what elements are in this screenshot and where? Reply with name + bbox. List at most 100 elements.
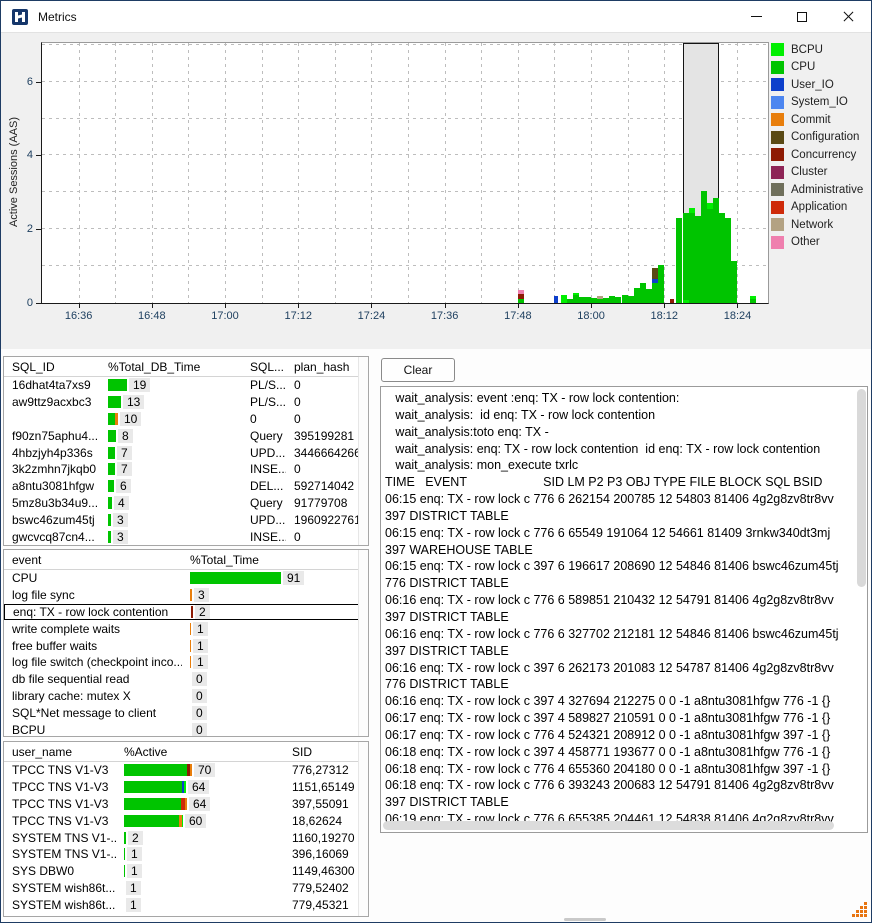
bar-segment	[658, 265, 665, 303]
table-row[interactable]: db file sequential read 0	[4, 671, 368, 688]
maximize-button[interactable]	[779, 1, 825, 32]
user-name-table: user_name %Active SID TPCC TNS V1-V3 70 776,…	[3, 741, 369, 917]
legend-swatch	[771, 113, 784, 126]
gridline-vertical	[78, 43, 80, 303]
column-header[interactable]: %Total_DB_Time	[108, 359, 201, 374]
pct-bar-cell: 2	[116, 830, 284, 845]
table-row[interactable]: SYSTEM TNS V1-... 2 1160,19270	[4, 829, 368, 846]
chart-bar	[682, 213, 689, 303]
table-row[interactable]: gwcvcq87cn4... 3 INSE... 0	[4, 528, 368, 545]
sql-table-header: SQL_ID %Total_DB_Time SQL... plan_hash	[4, 357, 368, 377]
plan-hash-cell: 1960922761	[294, 512, 361, 527]
x-axis-tick-label: 17:36	[430, 310, 459, 322]
legend-label: CPU	[791, 61, 816, 73]
table-row[interactable]: SYSTEM wish86t.... 1 779,52402	[4, 880, 368, 897]
pct-bar-cell: 19	[100, 378, 242, 393]
pct-value: 64	[189, 796, 211, 811]
pct-bar-cell: 0	[182, 688, 368, 703]
close-button[interactable]	[825, 1, 871, 32]
log-line: 06:15 enq: TX - row lock c 776 6 262154 …	[385, 492, 834, 507]
legend-swatch	[771, 60, 784, 74]
table-row[interactable]: bswc46zum45tj 3 UPD... 1960922761	[4, 511, 368, 528]
bar-segment	[597, 295, 604, 299]
table-row[interactable]: SQL*Net message to client 0	[4, 704, 368, 721]
table-row[interactable]: 10 0 0	[4, 411, 368, 428]
sql-type-cell: INSE...	[250, 462, 286, 477]
table-row[interactable]: log file sync 3	[4, 587, 368, 604]
scrollbar-track[interactable]	[358, 357, 368, 545]
scrollbar-track[interactable]	[358, 550, 368, 736]
column-header[interactable]: user_name	[12, 744, 73, 759]
log-line: 776 DISTRICT TABLE	[385, 677, 509, 692]
table-row[interactable]: log file switch (checkpoint inco... 1	[4, 654, 368, 671]
clear-button[interactable]: Clear	[381, 358, 455, 382]
table-row[interactable]: f90zn75aphu4... 8 Query 395199281	[4, 427, 368, 444]
legend-label: Configuration	[791, 131, 860, 143]
y-axis-tick-label: 0	[26, 297, 33, 309]
chart-selection-rect[interactable]	[682, 43, 720, 303]
chart-plot[interactable]	[41, 42, 769, 304]
table-row[interactable]: BCPU 0	[4, 721, 368, 736]
bar-segment	[190, 589, 192, 602]
table-row[interactable]: aw9ttz9acxbc3 13 PL/S... 0	[4, 394, 368, 411]
column-header[interactable]: SQL...	[250, 359, 285, 374]
wait-analysis-log[interactable]: wait_analysis: event :enq: TX - row lock…	[380, 386, 868, 833]
resize-grip[interactable]	[852, 902, 868, 918]
bar-segment	[124, 764, 187, 777]
table-row[interactable]: SYSTEM TNS V1-... 1 396,16069	[4, 846, 368, 863]
legend-swatch	[771, 183, 784, 196]
table-row[interactable]: SYSTEM wish86t... 1 779,45321	[4, 896, 368, 913]
legend-label: Network	[791, 218, 834, 231]
table-row[interactable]: TPCC TNS V1-V3 64 1151,65149	[4, 779, 368, 796]
table-row[interactable]: 4hbzjyh4p336s 7 UPD... 3446664266	[4, 444, 368, 461]
plan-hash-cell: 91779708	[294, 495, 348, 510]
table-row[interactable]: SYS DBW0 1 1149,46300	[4, 863, 368, 880]
sid-cell: 396,16069	[292, 847, 349, 862]
event-cell: write complete waits	[12, 621, 121, 636]
table-row[interactable]: free buffer waits 1	[4, 637, 368, 654]
column-header[interactable]: event	[12, 552, 42, 567]
minimize-button[interactable]	[733, 1, 779, 32]
bar-segment	[108, 530, 111, 543]
table-row[interactable]: enq: TX - row lock contention 2	[4, 603, 368, 621]
splitter-handle[interactable]	[564, 918, 606, 921]
table-row[interactable]: TPCC TNS V1-V3 60 18,62624	[4, 812, 368, 829]
pct-value: 3	[113, 512, 128, 527]
x-axis-tick-label: 18:12	[650, 310, 679, 322]
sql-id-cell: aw9ttz9acxbc3	[12, 395, 92, 410]
aas-chart: Active Sessions (AAS) BCPU CPU User_IO Syst…	[1, 33, 871, 349]
horizontal-scrollbar-thumb[interactable]	[383, 821, 834, 830]
sql-type-cell: UPD...	[250, 512, 286, 527]
x-axis-tick-label: 16:48	[138, 310, 166, 322]
gridline-vertical	[225, 43, 227, 303]
table-row[interactable]: TPCC TNS V1-V3 64 397,55091	[4, 796, 368, 813]
gridline-vertical	[408, 43, 410, 303]
log-line: 06:16 enq: TX - row lock c 776 6 327702 …	[385, 626, 839, 641]
column-header[interactable]: plan_hash	[294, 359, 350, 374]
pct-value: 3	[194, 588, 209, 603]
legend-item: Network	[771, 218, 863, 231]
event-table: event %Total_Time CPU 91 log file sync 3 enq:…	[3, 549, 369, 737]
chart-bar	[725, 218, 732, 303]
pct-bar-cell: 64	[116, 796, 284, 811]
bar-segment	[554, 296, 559, 303]
vertical-scrollbar-thumb[interactable]	[857, 389, 866, 587]
column-header[interactable]: %Total_Time	[190, 552, 259, 567]
user-name-cell: TPCC TNS V1-V3	[12, 796, 109, 811]
pct-value: 7	[117, 462, 132, 477]
scrollbar-track[interactable]	[358, 742, 368, 916]
table-row[interactable]: TPCC TNS V1-V3 70 776,27312	[4, 762, 368, 779]
table-row[interactable]: write complete waits 1	[4, 620, 368, 637]
table-row[interactable]: 16dhat4ta7xs9 19 PL/S... 0	[4, 377, 368, 394]
column-header[interactable]: SID	[292, 744, 313, 759]
column-header[interactable]: %Active	[124, 744, 168, 759]
table-row[interactable]: 5mz8u3b34u9... 4 Query 91779708	[4, 495, 368, 512]
column-header[interactable]: SQL_ID	[12, 359, 55, 374]
pct-bar	[108, 513, 111, 526]
table-row[interactable]: a8ntu3081hfgw 6 DEL... 592714042	[4, 478, 368, 495]
table-row[interactable]: library cache: mutex X 0	[4, 688, 368, 705]
table-row[interactable]: CPU 91	[4, 570, 368, 587]
pct-bar	[108, 429, 116, 442]
table-row[interactable]: 3k2zmhn7jkqb0 7 INSE... 0	[4, 461, 368, 478]
plan-hash-cell: 0	[294, 462, 301, 477]
